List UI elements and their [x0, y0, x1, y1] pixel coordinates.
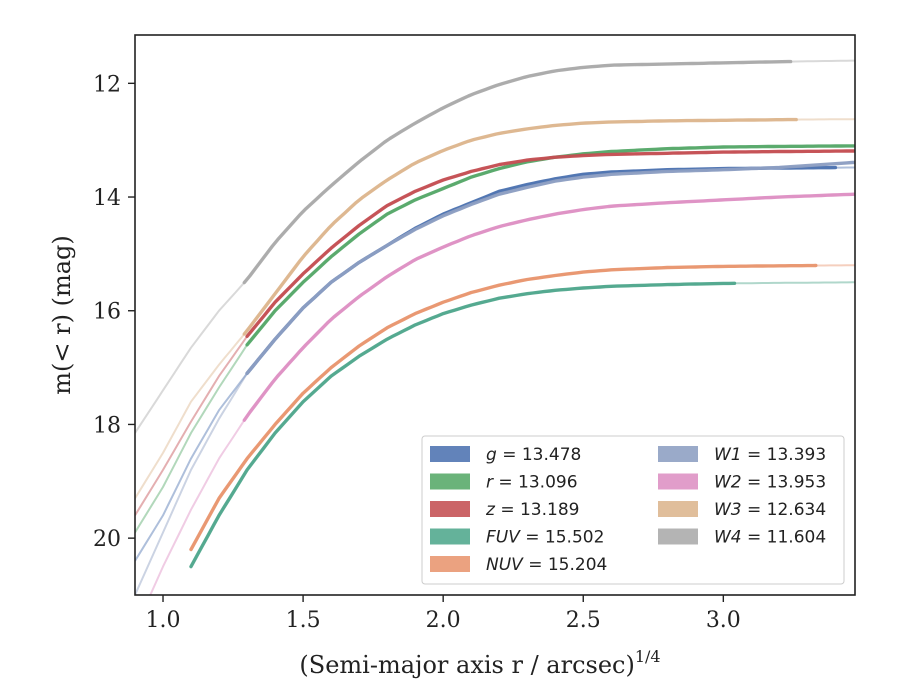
y-tick-label: 14	[93, 186, 121, 211]
series-w1	[135, 160, 855, 595]
legend-item-g: g = 13.478	[430, 445, 581, 465]
series-layer	[135, 59, 855, 595]
legend-swatch	[430, 446, 470, 462]
legend-item-r: r = 13.096	[430, 473, 578, 493]
series-line-measured	[245, 160, 855, 375]
legend-item-z: z = 13.189	[430, 500, 579, 520]
series-w4	[135, 59, 855, 434]
series-fuv	[189, 281, 855, 569]
legend-label: g = 13.478	[486, 445, 581, 465]
y-tick-label: 12	[93, 72, 121, 97]
legend-swatch	[658, 473, 698, 490]
x-tick-label: 1.5	[286, 608, 321, 633]
legend-label: W1 = 13.393	[714, 445, 826, 465]
y-tick-label: 20	[93, 527, 121, 552]
legend: g = 13.478 r = 13.096 z = 13.189 FUV = 15.5…	[421, 435, 845, 585]
series-line-measured	[242, 192, 855, 422]
legend-label: W2 = 13.953	[714, 473, 826, 493]
x-axis-title: (Semi-major axis r / arcsec)1/4	[299, 647, 660, 679]
y-axis-title: m(< r) (mag)	[48, 235, 76, 394]
legend-swatch	[658, 446, 698, 462]
legend-label: W4 = 11.604	[714, 528, 826, 548]
x-tick-label: 2.0	[426, 608, 461, 633]
legend-item-w2: W2 = 13.953	[658, 473, 826, 493]
series-w2	[149, 192, 855, 595]
x-axis: 1.0 1.5 2.0 2.5 3.0	[146, 595, 741, 633]
series-line-measured	[242, 117, 798, 336]
x-tick-label: 2.5	[566, 608, 601, 633]
legend-item-w3: W3 = 12.634	[658, 500, 826, 520]
y-axis: 12 14 16 18 20	[93, 72, 135, 552]
legend-swatch	[658, 528, 698, 545]
legend-swatch	[430, 556, 470, 572]
series-line-measured	[245, 149, 855, 338]
series-line-measured	[189, 263, 818, 552]
legend-item-w1: W1 = 13.393	[658, 445, 826, 465]
plot-frame	[134, 34, 856, 596]
series-z	[135, 149, 855, 516]
legend-label: FUV = 15.502	[486, 528, 604, 548]
legend-swatch	[430, 528, 470, 545]
legend-label: NUV = 15.204	[486, 555, 607, 575]
series-line-measured	[242, 59, 793, 285]
legend-label: W3 = 12.634	[714, 500, 826, 520]
legend-swatch	[658, 501, 698, 517]
legend-item-nuv: NUV = 15.204	[430, 555, 607, 575]
legend-item-fuv: FUV = 15.502	[430, 528, 604, 548]
series-line-measured	[189, 281, 737, 569]
legend-frame	[421, 435, 845, 585]
series-nuv	[189, 263, 855, 552]
legend-label: r = 13.096	[486, 473, 578, 493]
series-w3	[135, 117, 855, 499]
y-tick-label: 16	[93, 300, 121, 325]
legend-item-w4: W4 = 11.604	[658, 528, 826, 548]
legend-label: z = 13.189	[485, 500, 579, 520]
legend-swatch	[430, 501, 470, 517]
x-tick-label: 3.0	[706, 608, 741, 633]
y-tick-label: 18	[93, 413, 121, 438]
x-tick-label: 1.0	[146, 608, 181, 633]
legend-swatch	[430, 473, 470, 490]
